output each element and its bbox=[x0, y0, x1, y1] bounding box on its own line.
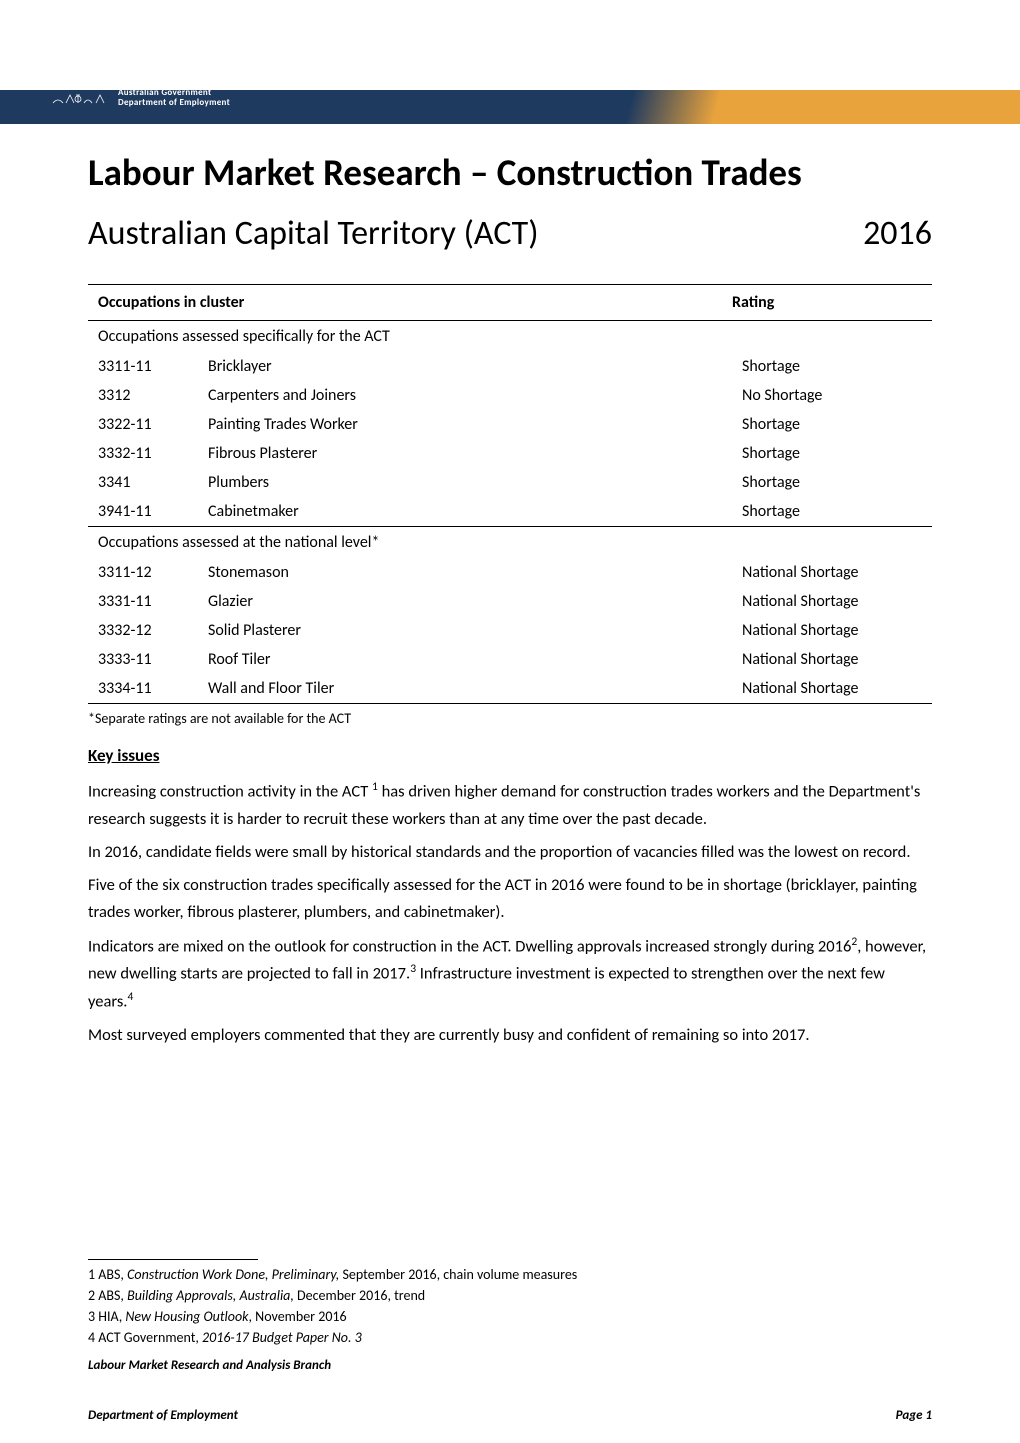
table-row: 3333-11 Roof Tiler National Shortage bbox=[88, 645, 932, 674]
occ-rating: Shortage bbox=[732, 352, 932, 381]
occ-code: 3341 bbox=[88, 468, 198, 497]
occ-name: Glazier bbox=[198, 587, 732, 616]
fn-italic: New Housing Outlook bbox=[125, 1308, 248, 1325]
occ-code: 3333-11 bbox=[88, 645, 198, 674]
fn-italic: 2016-17 Budget Paper No. 3 bbox=[202, 1329, 362, 1346]
occ-code: 3311-11 bbox=[88, 352, 198, 381]
footer-branch: Labour Market Research and Analysis Bran… bbox=[88, 1358, 932, 1373]
occ-name: Cabinetmaker bbox=[198, 497, 732, 527]
fn-text: 1 ABS, bbox=[88, 1266, 127, 1283]
occ-rating: National Shortage bbox=[732, 558, 932, 587]
footnote-line: 2 ABS, Building Approvals, Australia, De… bbox=[88, 1285, 932, 1306]
footnotes-section: 1 ABS, Construction Work Done, Prelimina… bbox=[88, 1259, 932, 1373]
footer-page: Page 1 bbox=[896, 1408, 932, 1423]
key-issues-heading: Key issues bbox=[88, 745, 932, 766]
section1-label: Occupations assessed specifically for th… bbox=[88, 321, 932, 353]
occ-code: 3311-12 bbox=[88, 558, 198, 587]
occ-name: Plumbers bbox=[198, 468, 732, 497]
occ-code: 3322-11 bbox=[88, 410, 198, 439]
table-row: 3341 Plumbers Shortage bbox=[88, 468, 932, 497]
occ-code: 3941-11 bbox=[88, 497, 198, 527]
footnote-line: 4 ACT Government, 2016-17 Budget Paper N… bbox=[88, 1327, 932, 1348]
occ-name: Solid Plasterer bbox=[198, 616, 732, 645]
occ-name: Stonemason bbox=[198, 558, 732, 587]
footnote-line: 3 HIA, New Housing Outlook, November 201… bbox=[88, 1306, 932, 1327]
crest-icon bbox=[48, 89, 108, 107]
occupations-table: Occupations in cluster Rating Occupation… bbox=[88, 284, 932, 704]
year: 2016 bbox=[863, 213, 932, 254]
table-row: 3322-11 Painting Trades Worker Shortage bbox=[88, 410, 932, 439]
occ-rating: Shortage bbox=[732, 439, 932, 468]
body-para: Indicators are mixed on the outlook for … bbox=[88, 933, 932, 1016]
occ-rating: Shortage bbox=[732, 468, 932, 497]
fn-text: 3 HIA, bbox=[88, 1308, 125, 1325]
footnote-line: 1 ABS, Construction Work Done, Prelimina… bbox=[88, 1264, 932, 1285]
footer-dept: Department of Employment bbox=[88, 1408, 238, 1423]
fn-text: , November 2016 bbox=[249, 1308, 347, 1325]
table-header-rating: Rating bbox=[732, 285, 932, 321]
fn-italic: Construction Work Done, Preliminary, bbox=[127, 1266, 339, 1283]
occ-rating: No Shortage bbox=[732, 381, 932, 410]
table-row: 3332-12 Solid Plasterer National Shortag… bbox=[88, 616, 932, 645]
occ-rating: National Shortage bbox=[732, 645, 932, 674]
fn-italic: Building Approvals, Australia, bbox=[127, 1287, 294, 1304]
fn-text: September 2016, chain volume measures bbox=[339, 1266, 577, 1283]
table-row: 3311-12 Stonemason National Shortage bbox=[88, 558, 932, 587]
occ-rating: National Shortage bbox=[732, 674, 932, 704]
occ-rating: Shortage bbox=[732, 497, 932, 527]
occ-name: Carpenters and Joiners bbox=[198, 381, 732, 410]
occ-code: 3331-11 bbox=[88, 587, 198, 616]
header-orange-accent bbox=[590, 90, 1020, 124]
fn-text: December 2016, trend bbox=[294, 1287, 425, 1304]
sup-ref: 4 bbox=[127, 990, 133, 1004]
table-section-row: Occupations assessed at the national lev… bbox=[88, 527, 932, 559]
occ-name: Roof Tiler bbox=[198, 645, 732, 674]
para-text: Increasing construction activity in the … bbox=[88, 782, 372, 802]
table-row: 3334-11 Wall and Floor Tiler National Sh… bbox=[88, 674, 932, 704]
occ-rating: National Shortage bbox=[732, 616, 932, 645]
section2-label: Occupations assessed at the national lev… bbox=[88, 527, 932, 559]
subtitle: Australian Capital Territory (ACT) bbox=[88, 213, 539, 254]
table-row: 3941-11 Cabinetmaker Shortage bbox=[88, 497, 932, 527]
occ-code: 3332-11 bbox=[88, 439, 198, 468]
page-content: Labour Market Research – Construction Tr… bbox=[88, 150, 932, 1055]
table-row: 3311-11 Bricklayer Shortage bbox=[88, 352, 932, 381]
para-text: Indicators are mixed on the outlook for … bbox=[88, 936, 851, 956]
subtitle-row: Australian Capital Territory (ACT) 2016 bbox=[88, 213, 932, 254]
body-para: Most surveyed employers commented that t… bbox=[88, 1022, 932, 1049]
page-title: Labour Market Research – Construction Tr… bbox=[88, 150, 932, 195]
table-footnote: *Separate ratings are not available for … bbox=[88, 710, 932, 727]
occ-rating: Shortage bbox=[732, 410, 932, 439]
body-para: Five of the six construction trades spec… bbox=[88, 872, 932, 926]
body-para: In 2016, candidate fields were small by … bbox=[88, 839, 932, 866]
table-row: 3331-11 Glazier National Shortage bbox=[88, 587, 932, 616]
occ-name: Fibrous Plasterer bbox=[198, 439, 732, 468]
table-section-row: Occupations assessed specifically for th… bbox=[88, 321, 932, 353]
bottom-footer: Department of Employment Page 1 bbox=[88, 1408, 932, 1423]
fn-text: 4 ACT Government, bbox=[88, 1329, 202, 1346]
occ-rating: National Shortage bbox=[732, 587, 932, 616]
table-row: 3312 Carpenters and Joiners No Shortage bbox=[88, 381, 932, 410]
footnote-divider bbox=[88, 1259, 258, 1260]
occ-code: 3334-11 bbox=[88, 674, 198, 704]
table-row: 3332-11 Fibrous Plasterer Shortage bbox=[88, 439, 932, 468]
org-line2: Department of Employment bbox=[118, 98, 230, 108]
occ-code: 3332-12 bbox=[88, 616, 198, 645]
occ-name: Bricklayer bbox=[198, 352, 732, 381]
body-para: Increasing construction activity in the … bbox=[88, 778, 932, 833]
occ-code: 3312 bbox=[88, 381, 198, 410]
occ-name: Painting Trades Worker bbox=[198, 410, 732, 439]
table-header-occupations: Occupations in cluster bbox=[88, 285, 732, 321]
occ-name: Wall and Floor Tiler bbox=[198, 674, 732, 704]
gov-logo-block: Australian Government Department of Empl… bbox=[48, 88, 230, 108]
fn-text: 2 ABS, bbox=[88, 1287, 127, 1304]
